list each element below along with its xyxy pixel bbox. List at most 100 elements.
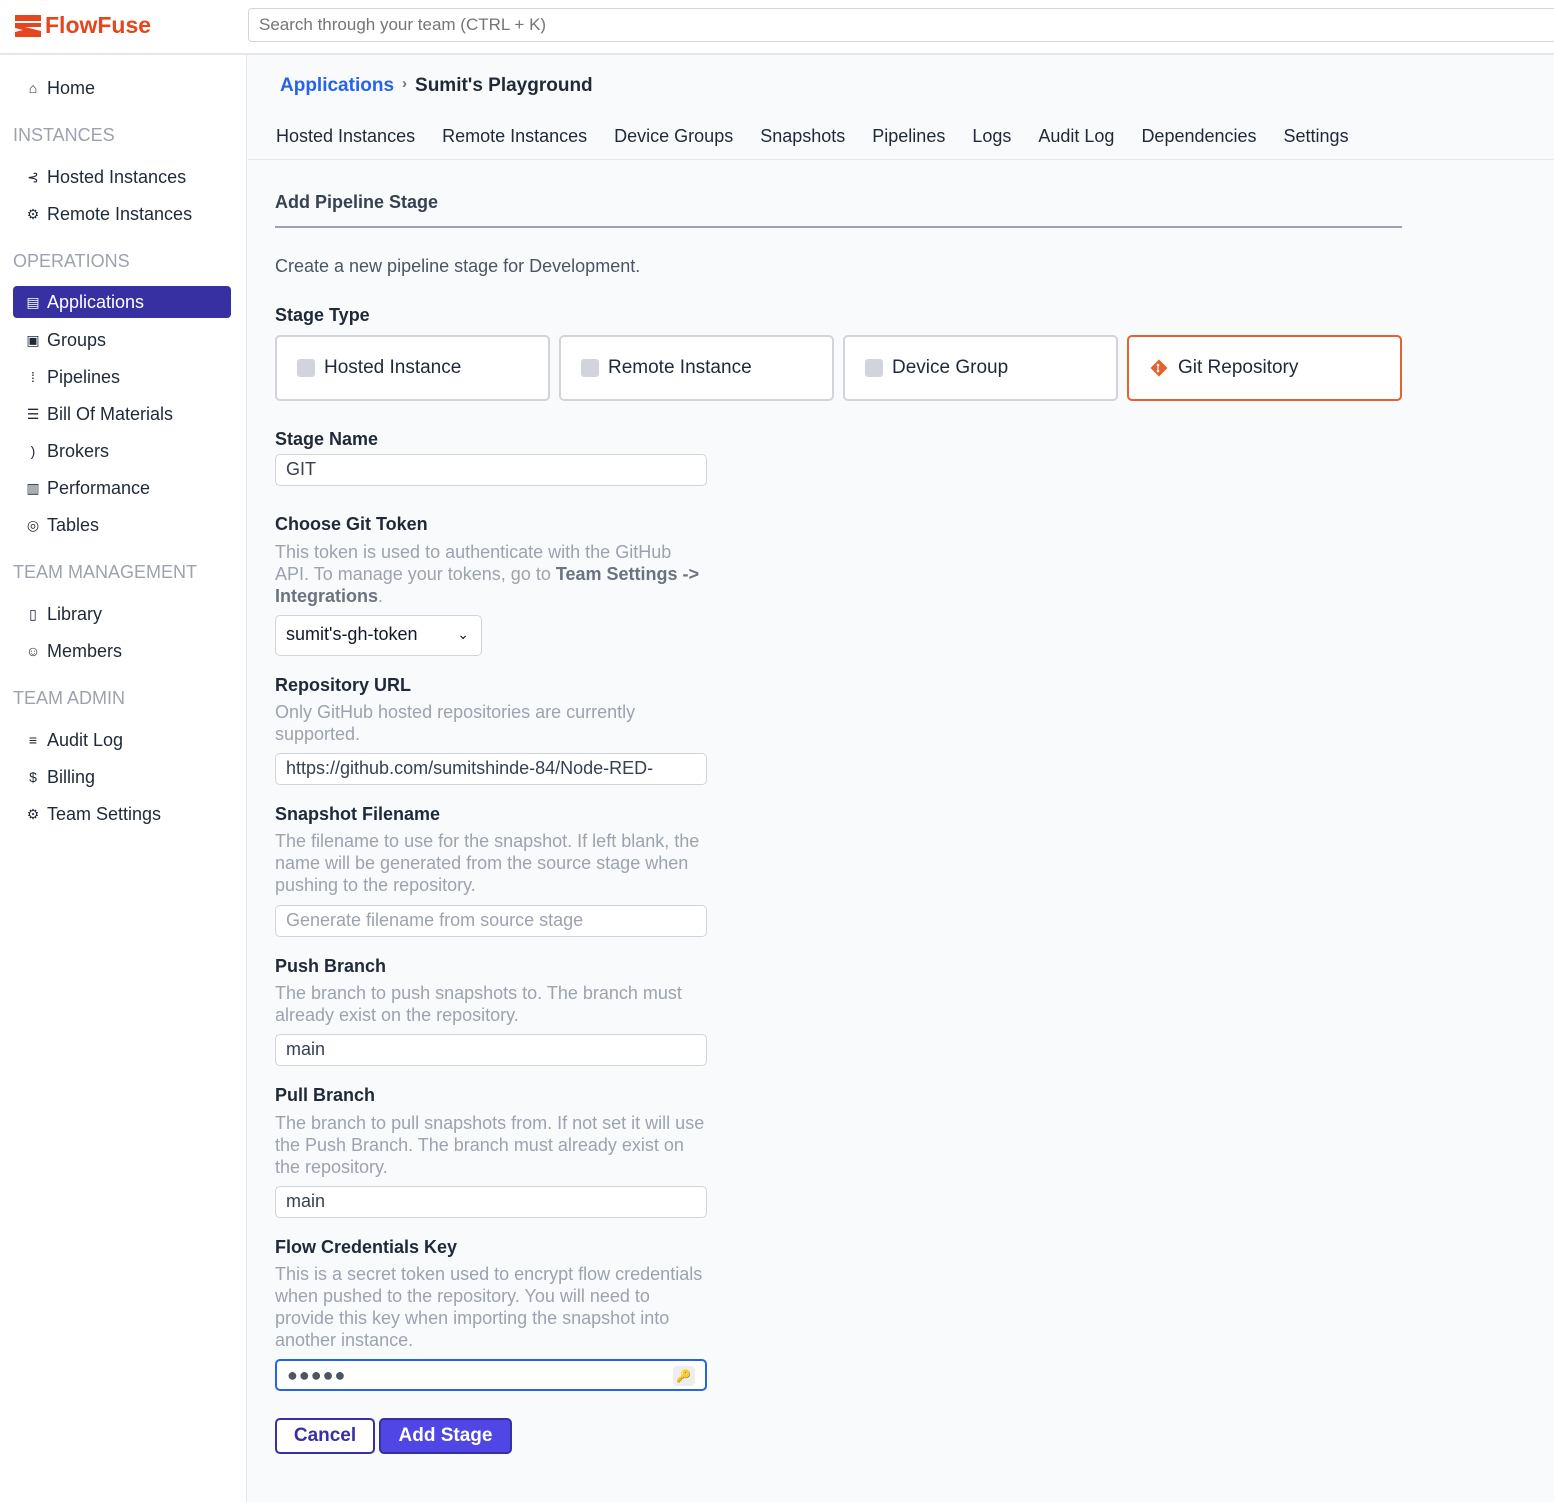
breadcrumb-applications-link[interactable]: Applications: [280, 75, 395, 96]
add-stage-button[interactable]: Add Stage: [379, 1418, 512, 1454]
list-icon: ≡: [28, 732, 38, 748]
key-icon[interactable]: 🔑: [673, 1366, 695, 1386]
section-team-management: TEAM MANAGEMENT: [13, 562, 198, 582]
stage-type-label: Stage Type: [275, 305, 370, 325]
flowfuse-logo-icon: [15, 14, 41, 37]
device-group-icon: [865, 359, 883, 377]
book-icon: ▯: [29, 605, 37, 622]
tab-logs[interactable]: Logs: [972, 126, 1012, 146]
pipelines-icon: ⁞: [31, 369, 35, 385]
flowfuse-logo[interactable]: FlowFuse: [15, 12, 151, 39]
repo-url-hint: Only GitHub hosted repositories are curr…: [275, 702, 636, 744]
git-token-hint: This token is used to authenticate with …: [275, 541, 705, 607]
push-branch-label: Push Branch: [275, 956, 387, 976]
hint-text: .: [378, 586, 384, 606]
stage-type-hosted-instance[interactable]: Hosted Instance: [275, 335, 550, 401]
section-instances: INSTANCES: [13, 125, 115, 145]
section-operations: OPERATIONS: [13, 251, 130, 271]
tab-dependencies[interactable]: Dependencies: [1141, 126, 1257, 146]
tab-device-groups[interactable]: Device Groups: [614, 126, 734, 146]
nav-label: Team Settings: [47, 803, 162, 824]
nav-label: Library: [47, 603, 103, 624]
gear-icon: ⚙: [26, 805, 40, 822]
pull-branch-hint: The branch to pull snapshots from. If no…: [275, 1113, 705, 1177]
password-dots: ●●●●●: [287, 1365, 347, 1385]
repo-url-label: Repository URL: [275, 675, 412, 695]
chip-icon: [581, 359, 599, 377]
breadcrumb-current: Sumit's Playground: [415, 75, 593, 96]
sidebar-item-brokers[interactable]: ) Brokers: [13, 435, 231, 467]
sidebar-item-team-settings[interactable]: ⚙ Team Settings: [13, 798, 231, 830]
section-team-admin: TEAM ADMIN: [13, 688, 126, 708]
snapshot-filename-input[interactable]: Generate filename from source stage: [275, 905, 707, 937]
nav-label: Hosted Instances: [47, 166, 187, 187]
nav-label: Tables: [47, 514, 100, 535]
nav-label: Members: [47, 640, 123, 661]
snapshot-filename-label: Snapshot Filename: [275, 804, 441, 824]
sidebar-item-library[interactable]: ▯ Library: [13, 598, 231, 630]
sidebar-item-billing[interactable]: $ Billing: [13, 761, 231, 793]
groups-icon: ▣: [26, 331, 40, 348]
tab-pipelines[interactable]: Pipelines: [872, 126, 946, 146]
stage-name-label: Stage Name: [275, 429, 379, 449]
snapshot-filename-hint: The filename to use for the snapshot. If…: [275, 831, 700, 895]
selected-token: sumit's-gh-token: [286, 624, 418, 644]
nav-label: Groups: [47, 329, 107, 350]
tab-settings[interactable]: Settings: [1283, 126, 1349, 146]
sidebar-item-performance[interactable]: ▥ Performance: [13, 472, 231, 504]
sidebar-item-groups[interactable]: ▣ Groups: [13, 324, 231, 356]
dollar-icon: $: [29, 769, 37, 785]
nav-label: Remote Instances: [47, 203, 193, 224]
users-icon: ☺: [25, 643, 41, 659]
database-icon: ◎: [26, 516, 40, 533]
nav-label: Brokers: [47, 440, 110, 461]
logo-text: FlowFuse: [45, 12, 152, 38]
chip-icon: ⚙: [26, 205, 40, 222]
stage-type-device-group[interactable]: Device Group: [843, 335, 1118, 401]
stage-name-input[interactable]: GIT: [275, 454, 707, 486]
integrations-link[interactable]: Team Settings -> Integrations: [275, 564, 700, 606]
credentials-key-input[interactable]: ●●●●● 🔑: [275, 1359, 707, 1391]
applications-icon: ▤: [26, 293, 40, 310]
stage-type-git-repository[interactable]: Git Repository: [1127, 335, 1402, 401]
pull-branch-label: Pull Branch: [275, 1085, 376, 1105]
git-token-select[interactable]: sumit's-gh-token ⌄: [275, 615, 482, 656]
credentials-key-hint: This is a secret token used to encrypt f…: [275, 1264, 703, 1350]
nav-label: Applications: [47, 291, 145, 312]
nav-label: Performance: [47, 477, 151, 498]
stage-type-remote-instance[interactable]: Remote Instance: [559, 335, 834, 401]
tab-hosted-instances[interactable]: Hosted Instances: [276, 126, 416, 146]
cancel-button[interactable]: Cancel: [275, 1418, 375, 1454]
home-icon: ⌂: [28, 80, 38, 96]
form-intro: Create a new pipeline stage for Developm…: [275, 256, 641, 276]
tab-remote-instances[interactable]: Remote Instances: [442, 126, 588, 146]
card-label: Device Group: [892, 357, 1009, 378]
sidebar-item-pipelines[interactable]: ⁞ Pipelines: [13, 361, 231, 393]
nav-label: Billing: [47, 766, 96, 787]
git-icon: [1150, 359, 1168, 377]
chevron-right-icon: ›: [402, 75, 408, 92]
sidebar-item-bill-of-materials[interactable]: ☰ Bill Of Materials: [13, 398, 231, 430]
form-title: Add Pipeline Stage: [275, 192, 1402, 228]
sidebar-item-hosted-instances[interactable]: ⊰ Hosted Instances: [13, 161, 231, 193]
pull-branch-input[interactable]: main: [275, 1186, 707, 1218]
nav-label: Pipelines: [47, 366, 121, 387]
nav-label: Audit Log: [47, 729, 124, 750]
repo-url-input[interactable]: https://github.com/sumitshinde-84/Node-R…: [275, 753, 707, 785]
sidebar-item-applications[interactable]: ▤ Applications: [13, 286, 231, 318]
nav-label: Bill Of Materials: [47, 403, 174, 424]
chevron-down-icon: ⌄: [457, 626, 469, 642]
hint-text: This token is used to authenticate with …: [275, 542, 672, 584]
push-branch-input[interactable]: main: [275, 1034, 707, 1066]
sidebar-item-remote-instances[interactable]: ⚙ Remote Instances: [13, 198, 231, 230]
tab-audit-log[interactable]: Audit Log: [1038, 126, 1115, 146]
tab-snapshots[interactable]: Snapshots: [760, 126, 846, 146]
sidebar-item-tables[interactable]: ◎ Tables: [13, 509, 231, 541]
hosted-icon: ⊰: [27, 168, 39, 185]
table-icon: ☰: [26, 405, 40, 422]
sidebar-item-home[interactable]: ⌂ Home: [13, 72, 231, 104]
sidebar-item-audit-log[interactable]: ≡ Audit Log: [13, 724, 231, 756]
nav-label: Home: [47, 77, 96, 98]
search-input[interactable]: [248, 8, 1554, 42]
sidebar-item-members[interactable]: ☺ Members: [13, 635, 231, 667]
